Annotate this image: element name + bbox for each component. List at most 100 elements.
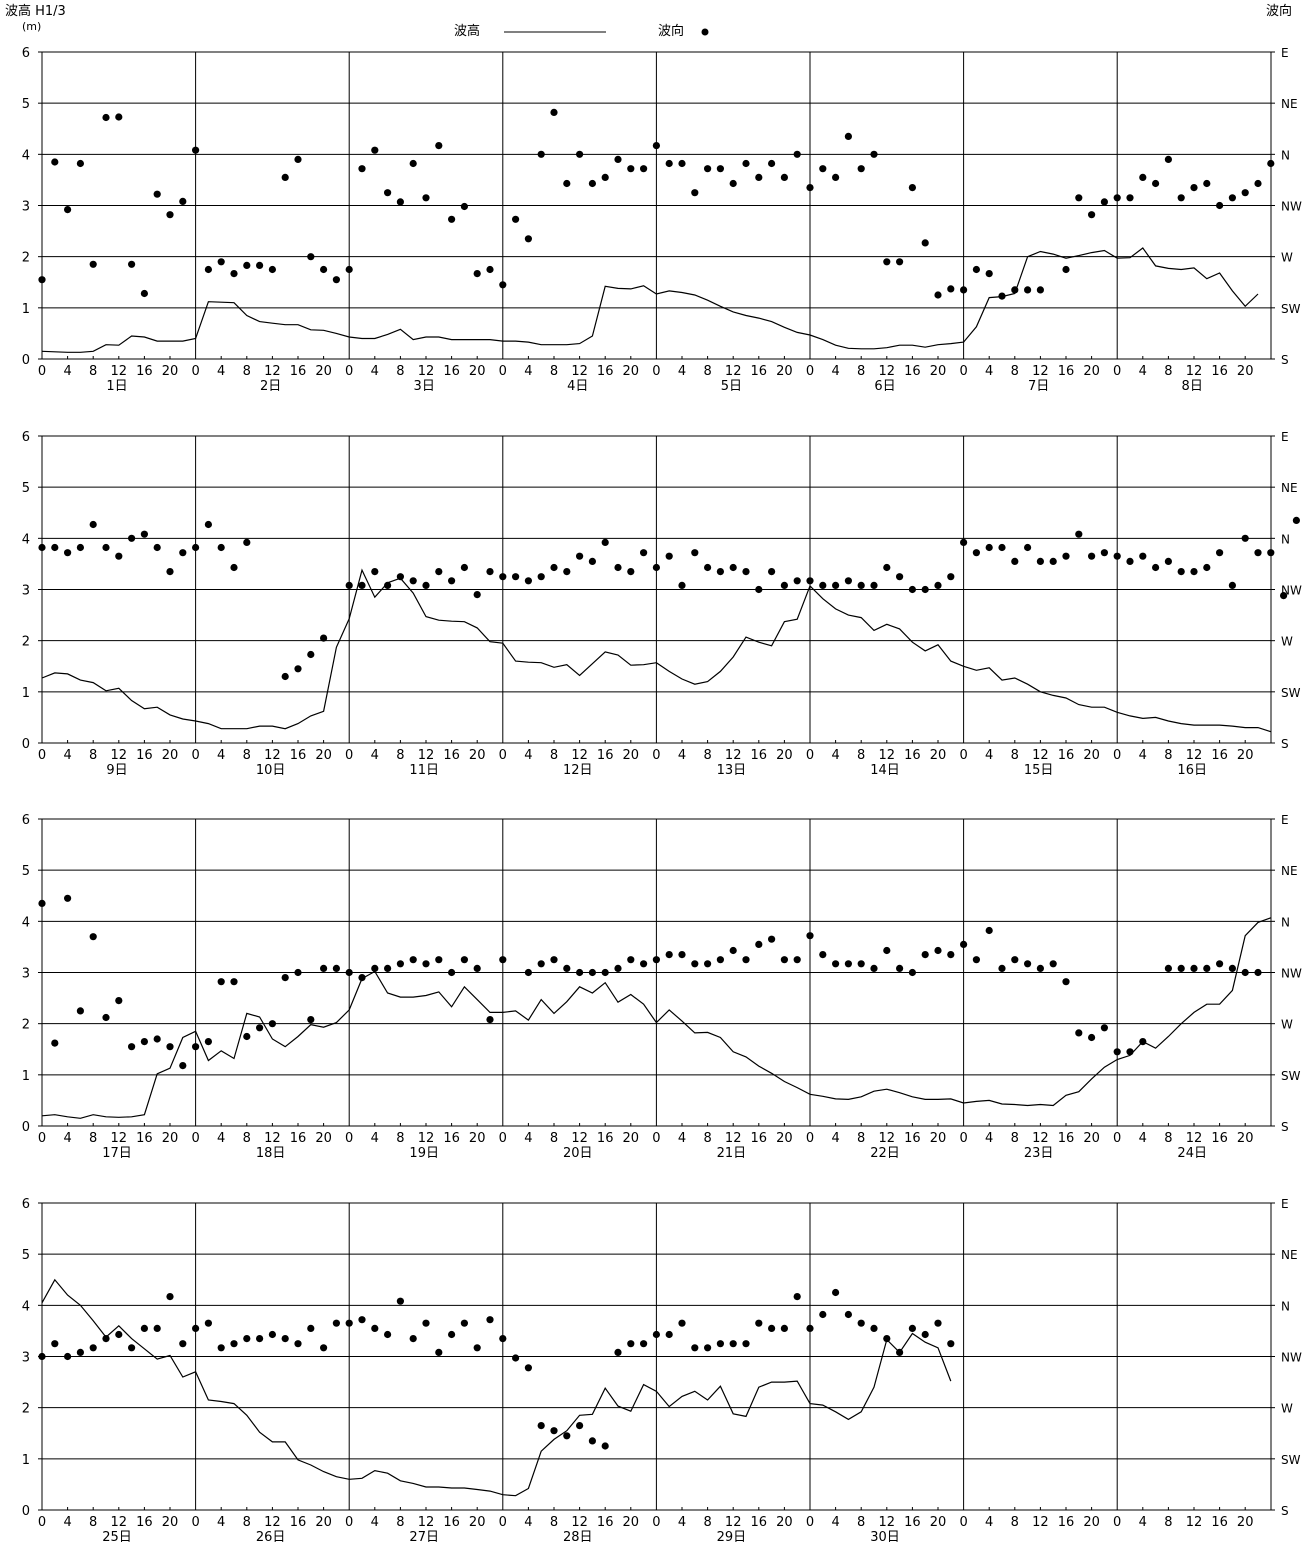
wave-direction-point bbox=[601, 173, 609, 181]
wave-direction-point bbox=[832, 581, 840, 590]
wave-direction-point bbox=[870, 581, 878, 590]
wave-direction-point bbox=[870, 964, 878, 973]
wave-direction-point bbox=[1113, 1048, 1121, 1056]
x-tick-label: 12 bbox=[725, 748, 742, 763]
wave-direction-point bbox=[51, 543, 59, 552]
x-tick-label: 8 bbox=[396, 1131, 404, 1146]
wave-direction-point bbox=[819, 165, 827, 173]
wave-direction-point bbox=[1049, 557, 1057, 566]
x-tick-label: 4 bbox=[678, 1131, 686, 1146]
x-tick-label: 8 bbox=[89, 364, 97, 379]
wave-direction-point bbox=[409, 159, 417, 168]
wave-direction-point bbox=[204, 1038, 212, 1046]
y-tick-label-left: 4 bbox=[22, 915, 30, 930]
wave-direction-point bbox=[1011, 956, 1019, 964]
y-tick-label-right: NE bbox=[1281, 97, 1298, 111]
x-tick-label: 16 bbox=[290, 1515, 307, 1530]
wave-direction-point bbox=[1292, 516, 1300, 525]
wave-direction-point bbox=[1203, 964, 1211, 973]
x-tick-label: 4 bbox=[985, 1131, 993, 1146]
x-tick-label: 0 bbox=[959, 364, 967, 379]
y-tick-label-left: 3 bbox=[22, 967, 30, 982]
x-tick-label: 0 bbox=[38, 748, 46, 763]
wave-direction-point bbox=[128, 534, 136, 542]
x-tick-label: 20 bbox=[469, 1131, 486, 1146]
wave-direction-point bbox=[64, 894, 72, 902]
wave-direction-point bbox=[1190, 964, 1198, 973]
x-tick-label: 12 bbox=[1186, 748, 1203, 763]
x-tick-label: 4 bbox=[678, 364, 686, 379]
wave-direction-point bbox=[371, 146, 379, 154]
series-wave-height-line bbox=[41, 568, 1271, 733]
wave-direction-point bbox=[448, 215, 456, 223]
wave-direction-point bbox=[1113, 194, 1121, 202]
wave-direction-point bbox=[294, 1340, 302, 1348]
left-axis-unit: (m) bbox=[22, 20, 42, 33]
wave-direction-point bbox=[511, 215, 520, 223]
day-label: 25日 bbox=[102, 1530, 132, 1545]
y-tick-label-left: 4 bbox=[22, 532, 30, 547]
wave-direction-point bbox=[128, 1344, 136, 1352]
wave-direction-point bbox=[140, 1038, 148, 1046]
wave-direction-point bbox=[908, 184, 917, 192]
wave-direction-point bbox=[345, 581, 353, 590]
wave-direction-point bbox=[38, 543, 46, 552]
x-tick-label: 0 bbox=[652, 1515, 660, 1530]
x-tick-label: 12 bbox=[264, 1131, 281, 1146]
x-tick-label: 20 bbox=[1237, 1131, 1254, 1146]
x-tick-label: 4 bbox=[371, 1515, 379, 1530]
x-tick-label: 4 bbox=[217, 748, 225, 763]
x-tick-label: 8 bbox=[1164, 748, 1172, 763]
x-tick-label: 20 bbox=[162, 364, 179, 379]
x-tick-label: 12 bbox=[1032, 1515, 1049, 1530]
wave-direction-point bbox=[755, 173, 763, 181]
x-tick-label: 8 bbox=[703, 748, 711, 763]
x-tick-label: 20 bbox=[930, 364, 947, 379]
wave-direction-point bbox=[243, 1032, 251, 1041]
wave-direction-point bbox=[729, 563, 737, 572]
series-wave-height-line bbox=[41, 247, 1259, 353]
wave-direction-point bbox=[921, 951, 929, 959]
x-tick-label: 0 bbox=[652, 748, 660, 763]
wave-direction-point bbox=[51, 158, 59, 166]
x-tick-label: 0 bbox=[345, 1515, 353, 1530]
x-tick-label: 20 bbox=[1083, 1515, 1100, 1530]
wave-direction-point bbox=[192, 146, 200, 154]
wave-direction-point bbox=[243, 261, 251, 269]
wave-direction-point bbox=[38, 276, 46, 284]
wave-direction-point bbox=[102, 1335, 110, 1343]
x-tick-label: 16 bbox=[1211, 1515, 1228, 1530]
wave-direction-point bbox=[358, 165, 366, 173]
wave-direction-point bbox=[1139, 552, 1147, 560]
x-tick-label: 12 bbox=[879, 364, 896, 379]
x-tick-label: 0 bbox=[1113, 364, 1121, 379]
wave-direction-point bbox=[307, 650, 315, 659]
day-label: 1日 bbox=[106, 379, 127, 394]
wave-direction-point bbox=[1164, 155, 1172, 163]
x-tick-label: 20 bbox=[315, 1131, 332, 1146]
wave-direction-point bbox=[409, 1335, 417, 1343]
wave-direction-point bbox=[857, 165, 865, 173]
legend-wave-direction-label: 波向 bbox=[658, 24, 685, 39]
x-tick-label: 0 bbox=[652, 1131, 660, 1146]
y-tick-label-left: 1 bbox=[22, 686, 30, 701]
wave-direction-point bbox=[883, 946, 891, 955]
x-tick-label: 16 bbox=[751, 1515, 768, 1530]
wave-direction-point bbox=[896, 964, 904, 973]
x-tick-label: 16 bbox=[443, 1515, 460, 1530]
x-tick-label: 4 bbox=[371, 1131, 379, 1146]
wave-direction-point bbox=[601, 968, 609, 977]
x-tick-label: 12 bbox=[879, 1131, 896, 1146]
day-label: 15日 bbox=[1024, 763, 1054, 778]
wave-direction-point bbox=[691, 960, 699, 968]
wave-direction-point bbox=[793, 956, 801, 964]
wave-direction-point bbox=[396, 198, 404, 206]
y-tick-label-right: W bbox=[1281, 635, 1293, 649]
wave-direction-point bbox=[460, 1319, 468, 1327]
x-tick-label: 20 bbox=[776, 364, 793, 379]
x-tick-label: 0 bbox=[499, 364, 507, 379]
x-tick-label: 4 bbox=[63, 1131, 71, 1146]
y-tick-label-right: N bbox=[1281, 1299, 1290, 1313]
wave-direction-point bbox=[576, 150, 584, 158]
wave-direction-point bbox=[307, 253, 315, 261]
